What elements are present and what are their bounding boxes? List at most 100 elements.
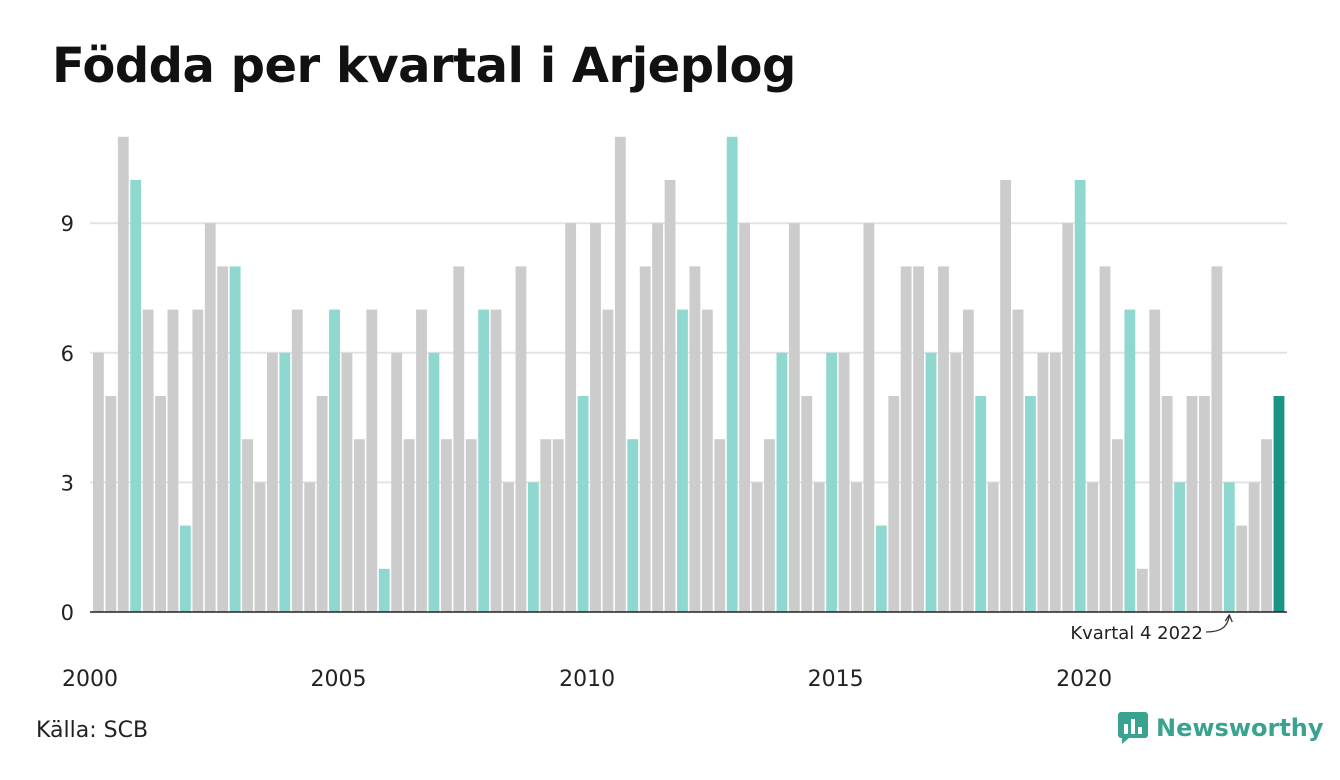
bar [478, 309, 490, 612]
bar [925, 352, 937, 612]
bar [366, 309, 378, 612]
newsworthy-logo: Newsworthy [1118, 712, 1324, 744]
bar [1261, 439, 1272, 612]
bar [1223, 482, 1235, 612]
bar [229, 266, 241, 612]
bar [1025, 396, 1036, 612]
x-tick-label: 2015 [808, 667, 864, 692]
bar [242, 439, 253, 612]
bar [677, 309, 688, 612]
bar [888, 396, 900, 612]
source-label: Källa: SCB [36, 718, 149, 743]
bar [1112, 439, 1123, 612]
bar [279, 352, 291, 612]
bar [179, 525, 191, 612]
y-tick-label: 3 [61, 471, 74, 495]
bar [938, 266, 949, 612]
bar [1062, 223, 1074, 612]
bar [1161, 396, 1173, 612]
y-tick-label: 0 [61, 601, 74, 625]
bar [428, 352, 440, 612]
bar [739, 223, 751, 612]
bar [490, 309, 502, 612]
bar [552, 439, 564, 612]
x-tick-label: 2005 [311, 667, 367, 692]
bar [1087, 482, 1098, 612]
bar [167, 309, 179, 612]
annotation-label: Kvartal 4 2022 [1070, 623, 1203, 644]
bar [1074, 180, 1086, 612]
x-tick-label: 2020 [1056, 667, 1112, 692]
bar [1248, 482, 1260, 612]
bar [975, 396, 987, 612]
bar [329, 309, 340, 612]
bar [639, 266, 651, 612]
bar [1149, 309, 1161, 612]
bar [266, 352, 278, 612]
bar [416, 309, 427, 612]
bar [391, 352, 403, 612]
bar [316, 396, 328, 612]
x-tick-label: 2000 [62, 667, 118, 692]
bar [950, 352, 962, 612]
bar [254, 482, 266, 612]
bar [540, 439, 552, 612]
bar [813, 482, 825, 612]
bar [602, 309, 614, 612]
bar [291, 309, 303, 612]
brand-name: Newsworthy [1156, 714, 1324, 742]
bar [1174, 482, 1185, 612]
bar [204, 223, 216, 612]
bar [142, 309, 154, 612]
bar [714, 439, 726, 612]
bar [130, 180, 142, 612]
bar [627, 439, 639, 612]
bar [453, 266, 465, 612]
bar [1012, 309, 1024, 612]
newsworthy-icon [1118, 712, 1148, 744]
bar [440, 439, 452, 612]
y-axis-ticks: 0 3 6 9 [61, 212, 74, 625]
bar [900, 266, 912, 612]
annotation-arrow [1205, 615, 1230, 633]
bar [801, 396, 813, 612]
bar [1236, 525, 1248, 612]
bar [1211, 266, 1223, 612]
bar [577, 396, 589, 612]
bar [838, 352, 850, 612]
bar [304, 482, 316, 612]
bar [341, 352, 353, 612]
bar-chart: 0 3 6 9 2000 2005 2010 2015 2020 Kvartal 4 2022 [61, 136, 1287, 692]
bar [764, 439, 775, 612]
bar [776, 352, 788, 612]
bar [1136, 568, 1148, 612]
bar [863, 223, 875, 612]
bar [565, 223, 577, 612]
bar [987, 482, 999, 612]
bar [1049, 352, 1061, 612]
annotation-arrowhead [1224, 613, 1233, 623]
bar [726, 136, 738, 613]
bar [913, 266, 925, 612]
bars [93, 136, 1285, 613]
bar [527, 482, 539, 612]
bar [689, 266, 701, 612]
bar [788, 223, 800, 612]
bar [105, 396, 117, 612]
bar [217, 266, 229, 612]
x-tick-label: 2010 [559, 667, 615, 692]
bar [1124, 309, 1136, 612]
bar [192, 309, 204, 612]
bar [93, 352, 104, 612]
bar [751, 482, 763, 612]
bar [1037, 352, 1049, 612]
bar [590, 223, 601, 612]
bar [117, 136, 129, 613]
y-tick-label: 6 [61, 342, 74, 366]
bar [1199, 396, 1210, 612]
chart-title: Födda per kvartal i Arjeplog [52, 38, 796, 94]
bar [826, 352, 838, 612]
bar [664, 180, 676, 612]
bar [503, 482, 514, 612]
bar [515, 266, 527, 612]
